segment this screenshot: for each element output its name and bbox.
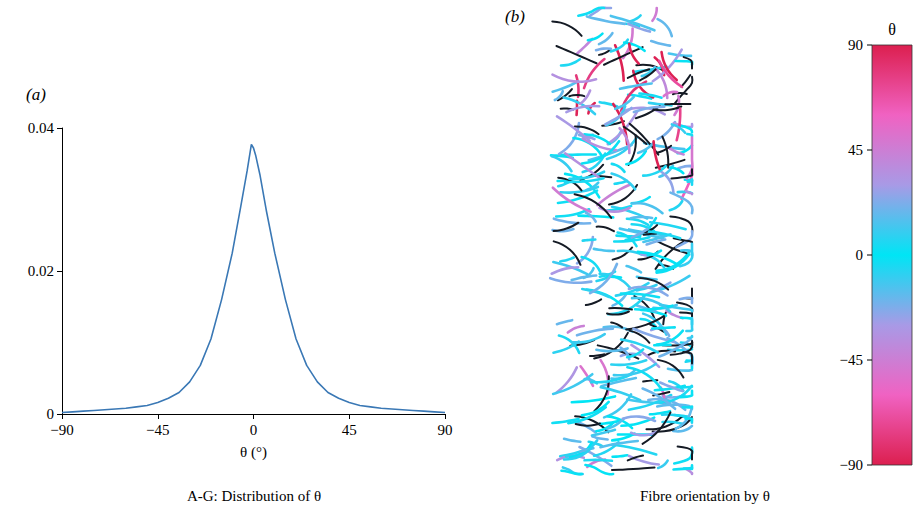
svg-text:0: 0 <box>47 406 55 422</box>
svg-text:Fibre orientation by θ: Fibre orientation by θ <box>640 488 770 504</box>
svg-text:45: 45 <box>342 422 357 438</box>
svg-text:0: 0 <box>250 422 258 438</box>
svg-text:−45: −45 <box>146 422 169 438</box>
svg-text:45: 45 <box>848 142 863 158</box>
svg-text:(a): (a) <box>26 85 46 104</box>
svg-text:A-G: Distribution of θ: A-G: Distribution of θ <box>187 488 321 504</box>
svg-text:−45: −45 <box>840 352 863 368</box>
svg-text:90: 90 <box>848 37 863 53</box>
svg-text:0.04: 0.04 <box>28 120 55 136</box>
svg-text:90: 90 <box>438 422 453 438</box>
svg-text:−90: −90 <box>50 422 73 438</box>
svg-text:θ (°): θ (°) <box>240 444 267 461</box>
svg-text:(b): (b) <box>505 7 525 26</box>
svg-text:−90: −90 <box>840 457 863 473</box>
svg-text:0: 0 <box>856 247 864 263</box>
svg-text:0.02: 0.02 <box>28 263 54 279</box>
svg-text:θ: θ <box>888 21 896 38</box>
